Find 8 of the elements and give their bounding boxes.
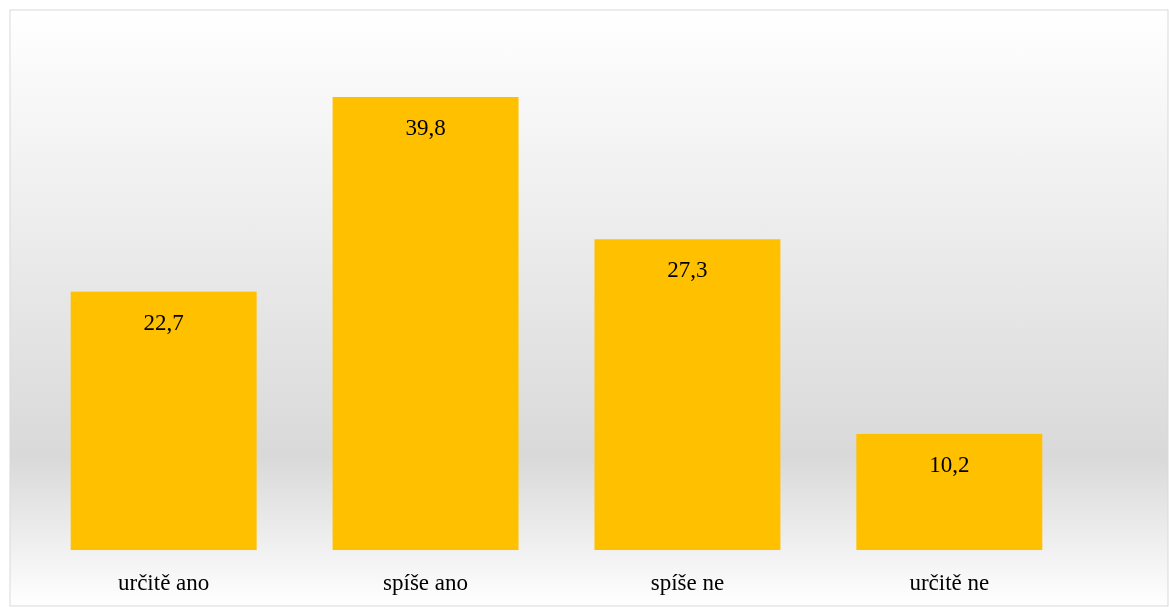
x-tick-label: určitě ne	[909, 570, 990, 595]
data-label: 22,7	[143, 309, 184, 335]
x-tick-label: určitě ano	[118, 570, 210, 595]
data-label: 10,2	[929, 451, 970, 477]
data-label: 39,8	[405, 115, 446, 140]
data-label: 27,3	[667, 257, 708, 283]
x-tick-label: spíše ano	[383, 570, 469, 595]
x-tick-label: spíše ne	[650, 570, 725, 595]
